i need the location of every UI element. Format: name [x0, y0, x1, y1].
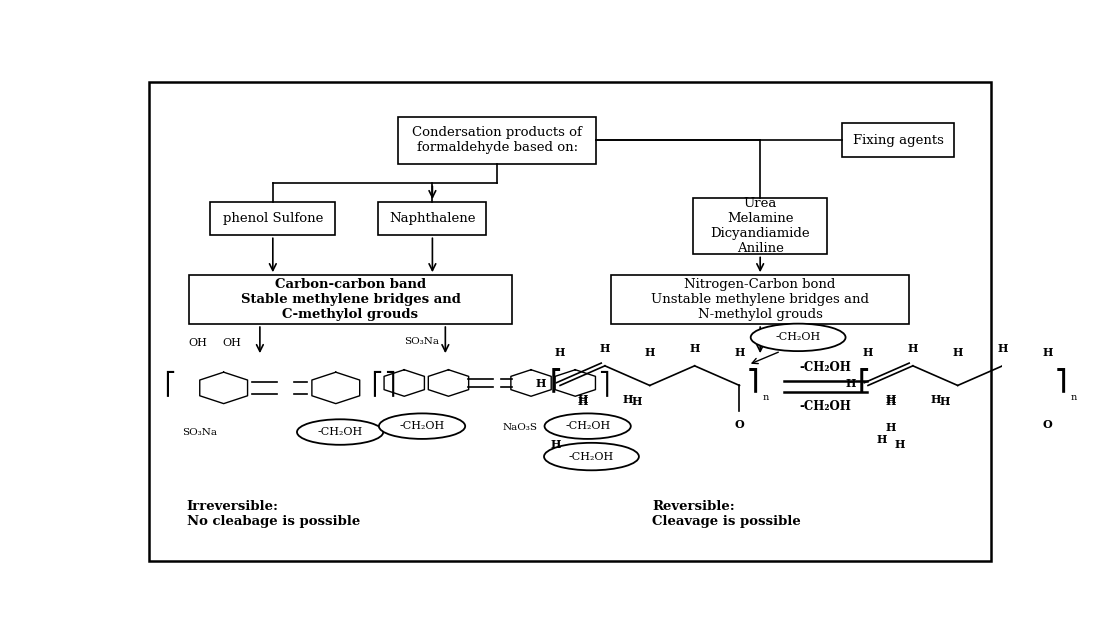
Text: H: H: [555, 347, 565, 357]
Text: ⎤: ⎤: [1056, 368, 1066, 393]
Text: Irreversible:
No cleabage is possible: Irreversible: No cleabage is possible: [187, 500, 359, 528]
Ellipse shape: [378, 413, 465, 439]
Text: -CH₂OH: -CH₂OH: [569, 452, 614, 462]
Bar: [693, 198, 827, 254]
Text: Reversible:
Cleavage is possible: Reversible: Cleavage is possible: [652, 500, 801, 528]
Text: ⎡: ⎡: [164, 370, 175, 396]
Text: H: H: [885, 422, 896, 433]
Text: H: H: [863, 347, 874, 357]
Text: H: H: [622, 394, 632, 404]
Text: ⎤: ⎤: [384, 370, 395, 396]
Text: -CH₂OH: -CH₂OH: [317, 427, 363, 437]
Bar: [210, 202, 335, 235]
Text: O: O: [1043, 419, 1052, 430]
Text: H: H: [939, 396, 949, 406]
Text: O: O: [735, 419, 745, 430]
Text: n: n: [762, 393, 768, 402]
Text: Urea
Melamine
Dicyandiamide
Aniline: Urea Melamine Dicyandiamide Aniline: [710, 197, 810, 255]
Text: -CH₂OH: -CH₂OH: [400, 421, 445, 431]
Text: OH: OH: [188, 338, 207, 348]
Text: H: H: [578, 396, 588, 406]
Bar: [843, 123, 954, 157]
Text: H: H: [997, 343, 1007, 354]
Text: H: H: [1042, 347, 1053, 357]
Text: -CH₂OH: -CH₂OH: [800, 361, 851, 375]
Text: Carbon-carbon band
Stable methylene bridges and
C-methylol grouds: Carbon-carbon band Stable methylene brid…: [240, 278, 461, 321]
Bar: [378, 202, 486, 235]
Text: Nitrogen-Carbon bond
Unstable methylene bridges and
N-methylol grouds: Nitrogen-Carbon bond Unstable methylene …: [651, 278, 869, 321]
Text: -CH₂OH: -CH₂OH: [776, 333, 820, 342]
Bar: [189, 275, 512, 324]
Text: ⎡: ⎡: [858, 368, 869, 393]
Text: H: H: [953, 347, 963, 357]
Text: ⎤: ⎤: [598, 370, 609, 396]
Text: SO₃Na: SO₃Na: [183, 428, 217, 437]
Bar: [398, 117, 597, 164]
Ellipse shape: [297, 419, 383, 445]
Ellipse shape: [544, 413, 631, 439]
Text: H: H: [735, 347, 745, 357]
Text: n: n: [1071, 393, 1076, 402]
Text: H: H: [535, 378, 546, 389]
Text: H: H: [930, 394, 940, 404]
Text: ⎡: ⎡: [371, 370, 382, 396]
Text: Fixing agents: Fixing agents: [853, 134, 944, 147]
Ellipse shape: [750, 324, 846, 351]
Text: H: H: [631, 396, 641, 406]
Text: ⎡: ⎡: [551, 368, 561, 393]
Text: H: H: [908, 343, 918, 354]
Text: H: H: [885, 394, 896, 404]
Text: SO₃Na: SO₃Na: [404, 337, 440, 346]
Text: H: H: [551, 439, 561, 450]
Text: phenol Sulfone: phenol Sulfone: [223, 212, 323, 225]
Text: H: H: [885, 396, 896, 406]
Text: -CH₂OH: -CH₂OH: [565, 421, 610, 431]
Text: OH: OH: [223, 338, 242, 348]
Text: ⎤: ⎤: [748, 368, 759, 393]
Text: H: H: [578, 394, 588, 404]
Text: H: H: [600, 343, 610, 354]
Text: H: H: [876, 434, 887, 445]
Text: Naphthalene: Naphthalene: [390, 212, 475, 225]
Text: -CH₂OH: -CH₂OH: [800, 399, 851, 413]
Text: H: H: [644, 347, 654, 357]
Text: H: H: [846, 378, 856, 389]
Text: NaO₃S: NaO₃S: [503, 423, 538, 433]
Bar: [611, 275, 909, 324]
Text: Condersation products of
formaldehyde based on:: Condersation products of formaldehyde ba…: [412, 126, 582, 154]
Ellipse shape: [544, 443, 639, 470]
Text: H: H: [894, 439, 905, 450]
Text: H: H: [689, 343, 700, 354]
